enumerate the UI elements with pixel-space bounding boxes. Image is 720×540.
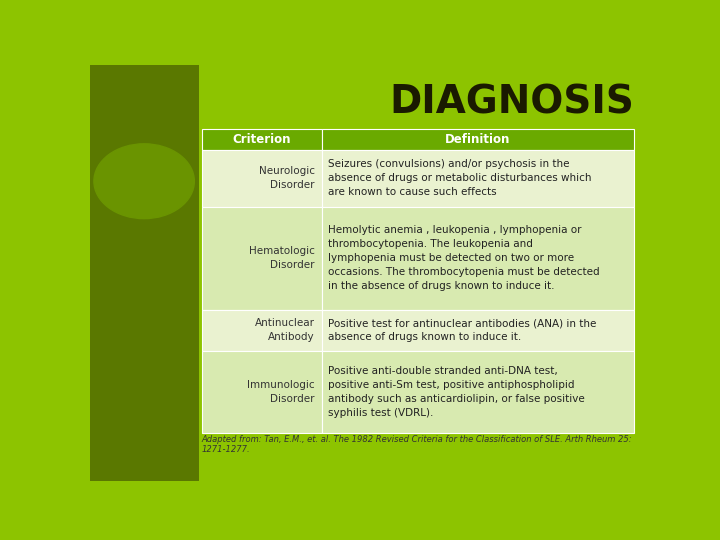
Text: Hemolytic anemia , leukopenia , lymphopenia or
thrombocytopenia. The leukopenia : Hemolytic anemia , leukopenia , lymphope… [328, 226, 600, 292]
Text: Definition: Definition [445, 133, 510, 146]
Bar [202, 207, 322, 310]
Text: Immunologic
Disorder: Immunologic Disorder [247, 380, 315, 404]
Text: Criterion: Criterion [233, 133, 291, 146]
Bar [322, 351, 634, 433]
Bar [322, 207, 634, 310]
Bar [202, 310, 322, 351]
Circle shape [94, 144, 194, 219]
Text: Positive anti-double stranded anti-DNA test,
positive anti-Sm test, positive ant: Positive anti-double stranded anti-DNA t… [328, 366, 585, 418]
Bar [202, 150, 322, 207]
Text: Adapted from: Tan, E.M., et. al. The 1982 Revised Criteria for the Classificatio: Adapted from: Tan, E.M., et. al. The 198… [202, 435, 632, 454]
Text: Hematologic
Disorder: Hematologic Disorder [249, 246, 315, 271]
Text: DIAGNOSIS: DIAGNOSIS [390, 83, 634, 121]
Bar [202, 129, 322, 150]
Bar [202, 351, 322, 433]
Bar [322, 129, 634, 150]
Text: Seizures (convulsions) and/or psychosis in the
absence of drugs or metabolic dis: Seizures (convulsions) and/or psychosis … [328, 159, 592, 198]
Bar [322, 310, 634, 351]
Text: Positive test for antinuclear antibodies (ANA) in the
absence of drugs known to : Positive test for antinuclear antibodies… [328, 318, 597, 342]
Text: Neurologic
Disorder: Neurologic Disorder [259, 166, 315, 191]
Text: Antinuclear
Antibody: Antinuclear Antibody [255, 318, 315, 342]
Bar [322, 150, 634, 207]
Bar [90, 65, 199, 481]
